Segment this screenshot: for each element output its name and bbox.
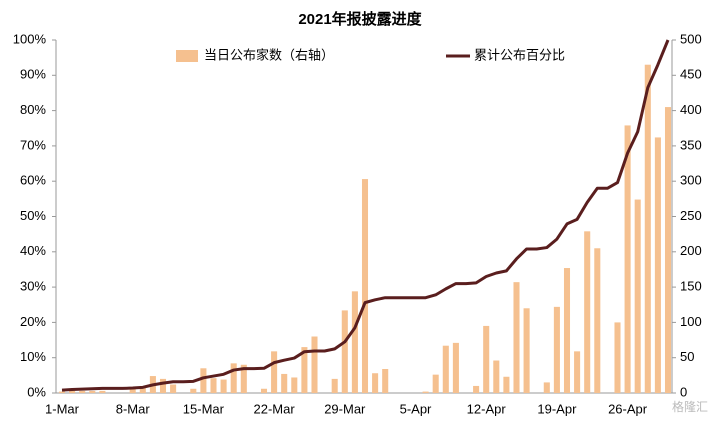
bar xyxy=(331,378,338,393)
bar xyxy=(240,364,247,393)
bar xyxy=(574,351,581,393)
x-tick-label: 12-Apr xyxy=(467,401,507,416)
bar xyxy=(210,378,217,393)
bar xyxy=(624,125,631,394)
bar xyxy=(372,373,379,393)
bar xyxy=(341,310,348,393)
bar xyxy=(493,360,500,393)
bar xyxy=(271,351,278,393)
bar xyxy=(594,248,601,393)
bar xyxy=(159,378,167,393)
y2-tick-label: 400 xyxy=(680,102,702,117)
y2-tick-label: 150 xyxy=(680,279,702,294)
bar xyxy=(654,137,661,393)
y2-tick-label: 0 xyxy=(680,384,687,399)
y2-tick-label: 450 xyxy=(680,67,702,82)
legend-swatch xyxy=(176,50,198,62)
bar xyxy=(129,388,136,393)
bar xyxy=(382,368,389,393)
line xyxy=(61,39,670,392)
y-tick-label: 80% xyxy=(20,102,46,117)
bar xyxy=(442,345,449,393)
bar xyxy=(422,391,429,393)
bar xyxy=(79,390,86,393)
bar xyxy=(634,199,641,393)
x-tick-label: 15-Mar xyxy=(183,401,225,416)
y2-tick-label: 300 xyxy=(680,173,702,188)
y-tick-label: 60% xyxy=(20,173,46,188)
bar xyxy=(281,373,288,393)
bar xyxy=(664,107,672,393)
y2-tick-label: 200 xyxy=(680,243,702,258)
bar xyxy=(58,391,66,393)
x-tick-label: 29-Mar xyxy=(324,401,366,416)
bar xyxy=(99,390,106,393)
y-tick-label: 40% xyxy=(20,243,46,258)
bar xyxy=(139,387,146,393)
bar xyxy=(291,377,298,393)
y2-tick-label: 350 xyxy=(680,137,702,152)
x-tick-label: 5-Apr xyxy=(400,401,432,416)
y2-tick-label: 500 xyxy=(680,31,702,46)
bar xyxy=(170,384,177,393)
bar xyxy=(614,322,621,393)
y-tick-label: 20% xyxy=(20,314,46,329)
watermark: 格隆汇 xyxy=(672,399,708,414)
bar xyxy=(483,325,490,393)
bar xyxy=(452,342,459,393)
y-tick-label: 10% xyxy=(20,349,46,364)
bar xyxy=(69,390,76,393)
bar xyxy=(523,308,530,393)
legend-label: 当日公布家数（右轴） xyxy=(204,47,334,62)
bar xyxy=(473,385,480,393)
y2-tick-label: 100 xyxy=(680,314,702,329)
x-tick-label: 19-Apr xyxy=(537,401,577,416)
bar xyxy=(311,336,318,393)
bar xyxy=(432,374,439,393)
bar xyxy=(190,388,197,393)
bar xyxy=(230,363,237,393)
legend-label: 累计公布百分比 xyxy=(474,47,565,62)
y-tick-label: 30% xyxy=(20,279,46,294)
bar xyxy=(351,291,358,393)
bar xyxy=(513,282,520,393)
bar xyxy=(503,376,510,393)
bar xyxy=(644,64,651,394)
x-tick-label: 22-Mar xyxy=(254,401,296,416)
x-tick-label: 26-Apr xyxy=(608,401,648,416)
y-tick-label: 0% xyxy=(27,384,46,399)
bar xyxy=(563,268,571,393)
bar xyxy=(200,368,207,393)
y-tick-label: 100% xyxy=(13,31,47,46)
x-tick-label: 1-Mar xyxy=(45,401,80,416)
y-tick-label: 90% xyxy=(20,67,46,82)
bar xyxy=(584,231,591,393)
y-tick-label: 70% xyxy=(20,137,46,152)
bar xyxy=(553,306,560,393)
bar xyxy=(543,382,550,393)
bar xyxy=(301,347,308,393)
y-tick-label: 50% xyxy=(20,208,46,223)
bar xyxy=(89,390,96,393)
bar xyxy=(361,179,369,393)
bar xyxy=(220,379,227,393)
bar xyxy=(260,388,268,393)
y2-tick-label: 50 xyxy=(680,349,694,364)
x-tick-label: 8-Mar xyxy=(116,401,151,416)
y2-tick-label: 250 xyxy=(680,208,702,223)
chart-title: 2021年报披露进度 xyxy=(298,10,422,28)
